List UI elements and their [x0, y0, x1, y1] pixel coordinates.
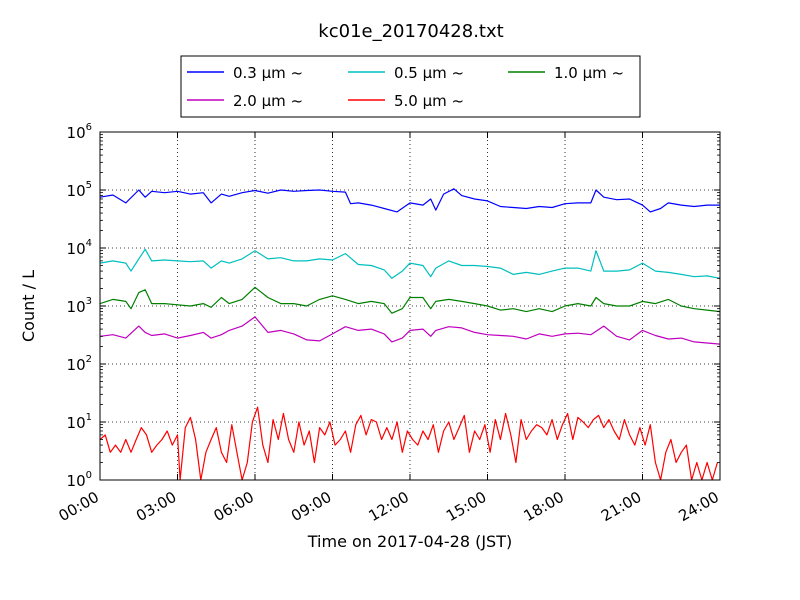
- series-line-4: [100, 406, 718, 480]
- y-axis-label: Count / L: [19, 270, 38, 342]
- y-tick-label: 102: [67, 354, 92, 374]
- legend-label-4: 5.0 μm ~: [394, 92, 464, 110]
- series-lines: [100, 188, 720, 480]
- chart-title: kc01e_20170428.txt: [318, 21, 503, 42]
- series-line-2: [100, 286, 720, 314]
- series-line-0: [100, 188, 720, 213]
- legend: 0.3 μm ~ 0.5 μm ~ 1.0 μm ~ 2.0 μm ~ 5.0 μm ~: [180, 55, 641, 118]
- y-tick-label: 105: [67, 180, 92, 200]
- x-axis-label: Time on 2017-04-28 (JST): [307, 532, 512, 551]
- y-tick-label: 106: [67, 122, 92, 142]
- series-line-3: [100, 316, 720, 345]
- legend-label-1: 0.5 μm ~: [394, 64, 464, 82]
- y-tick-label: 104: [67, 238, 92, 258]
- legend-label-3: 2.0 μm ~: [233, 92, 303, 110]
- y-tick-label: 103: [67, 296, 92, 316]
- legend-box: [180, 55, 641, 118]
- y-tick-label: 100: [67, 470, 92, 490]
- legend-label-0: 0.3 μm ~: [233, 64, 303, 82]
- legend-label-2: 1.0 μm ~: [554, 64, 624, 82]
- series-line-1: [100, 248, 720, 279]
- y-tick-label: 101: [67, 412, 92, 432]
